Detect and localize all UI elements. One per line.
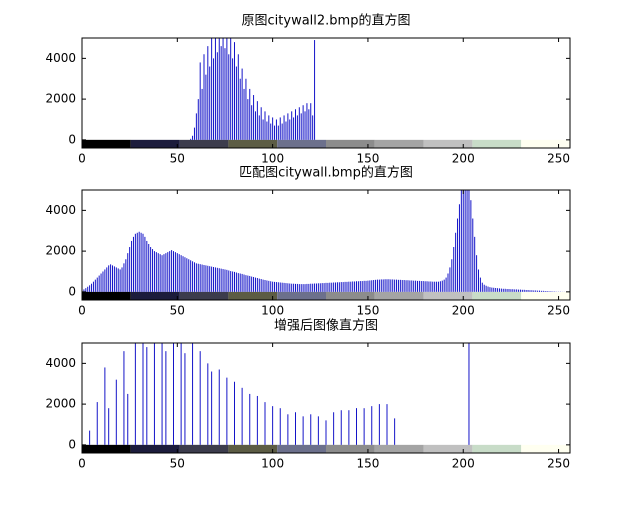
colorbar-band [277,444,326,453]
colorbar-band [326,291,375,300]
x-tick-label: 150 [356,304,379,318]
colorbar-band [130,291,180,300]
x-tick-label: 250 [547,152,570,166]
colorbar-band [82,444,131,453]
colorbar-band [423,444,473,453]
x-tick-label: 250 [547,304,570,318]
x-tick-label: 50 [170,304,185,318]
stems [89,343,470,445]
colorbar-band [130,444,180,453]
axes-box [81,342,571,454]
x-tick-label: 100 [261,152,284,166]
colorbar-band [374,139,424,148]
colorbar-band [326,139,375,148]
stems [190,38,316,140]
colorbar-band [423,291,473,300]
colorbar-band [326,444,375,453]
x-tick-label: 200 [452,304,475,318]
colorbar-band [82,139,131,148]
colorbar-band [521,139,570,148]
x-tick-label: 0 [78,304,86,318]
colorbar-band [277,139,326,148]
x-tick-label: 250 [547,457,570,471]
x-tick-label: 50 [170,457,185,471]
y-tick-label: 0 [68,437,76,451]
colorbar-band [521,291,570,300]
subplot: 匹配图citywall.bmp的直方图 0 2000 4000 0 50 100 150 200… [45,165,571,318]
colorbar-band [472,444,522,453]
colorbar-band [228,444,278,453]
subplot: 增强后图像直方图 0 2000 4000 0 50 100 150 200 250 [45,318,571,471]
x-tick-label: 150 [356,457,379,471]
colorbar-band [82,291,131,300]
colorbar-band [179,139,229,148]
colorbar-band [472,139,522,148]
x-tick-label: 50 [170,152,185,166]
colorbar-band [228,291,278,300]
colorbar-band [130,139,180,148]
stems [82,190,565,292]
colorbar-band [277,291,326,300]
axes-box [81,189,571,301]
axes-box [81,37,571,149]
chart-title: 原图citywall2.bmp的直方图 [242,13,411,29]
y-tick-label: 2000 [45,397,76,411]
y-tick-label: 0 [68,284,76,298]
y-tick-label: 4000 [45,203,76,217]
chart-title: 增强后图像直方图 [274,318,378,334]
chart-title: 匹配图citywall.bmp的直方图 [239,165,413,181]
subplot: 原图citywall2.bmp的直方图 0 2000 4000 0 50 100 150 200… [45,13,571,166]
x-tick-label: 100 [261,457,284,471]
x-tick-label: 150 [356,152,379,166]
x-tick-label: 100 [261,304,284,318]
x-tick-label: 0 [78,457,86,471]
colorbar-band [179,291,229,300]
y-tick-label: 4000 [45,356,76,370]
colorbar-band [228,139,278,148]
colorbar-band [472,291,522,300]
y-tick-label: 4000 [45,51,76,65]
y-tick-label: 2000 [45,244,76,258]
x-tick-label: 200 [452,152,475,166]
y-tick-label: 2000 [45,92,76,106]
colorbar-band [374,444,424,453]
colorbar-band [374,291,424,300]
y-tick-label: 0 [68,132,76,146]
x-tick-label: 0 [78,152,86,166]
colorbar-band [521,444,570,453]
colorbar-band [179,444,229,453]
colorbar-band [423,139,473,148]
x-tick-label: 200 [452,457,475,471]
